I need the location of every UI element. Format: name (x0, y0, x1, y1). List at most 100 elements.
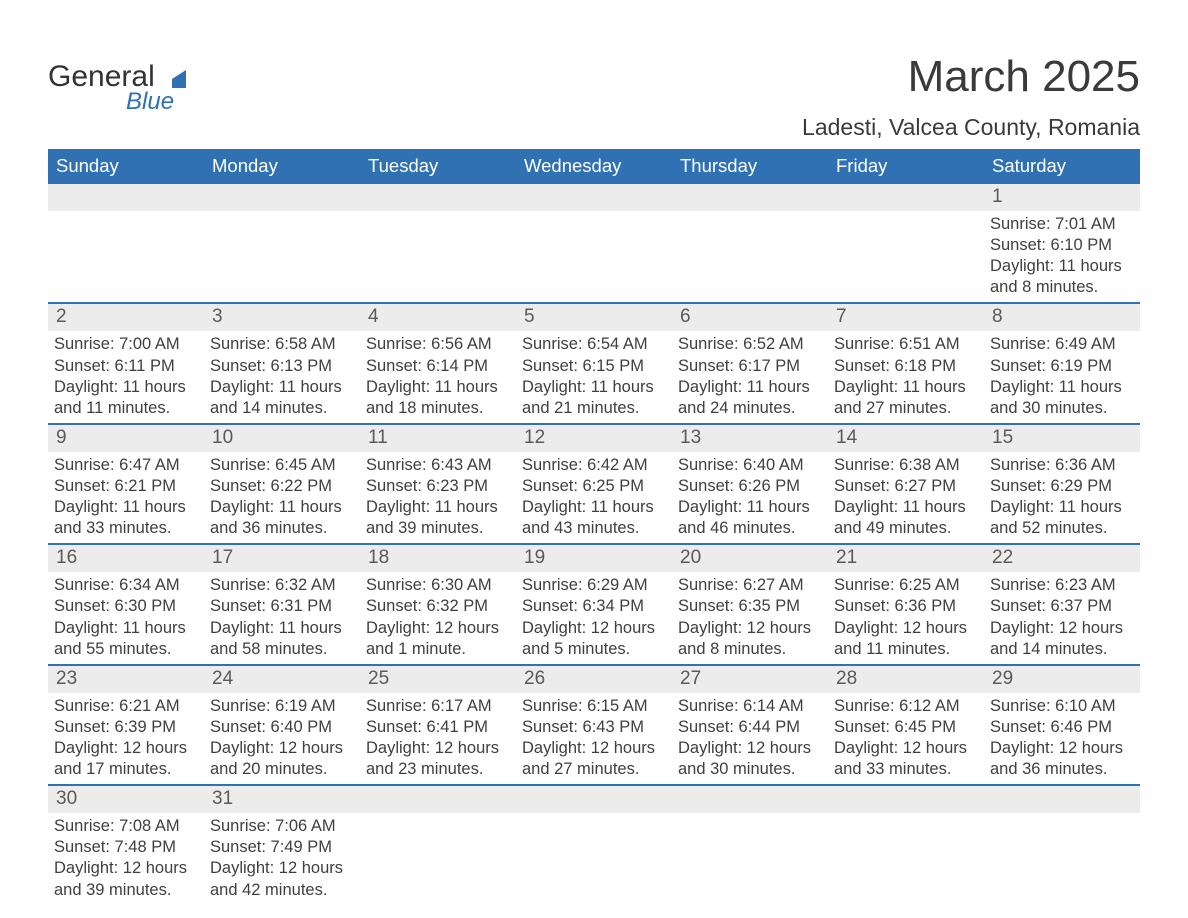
day-number-cell: 19 (516, 545, 672, 572)
sunset-line: Sunset: 6:13 PM (210, 356, 354, 377)
sunset-line: Sunset: 6:45 PM (834, 717, 978, 738)
daylight-line: Daylight: 11 hours and 36 minutes. (210, 497, 354, 539)
sunrise-line: Sunrise: 6:10 AM (990, 696, 1134, 717)
sunset-line: Sunset: 6:35 PM (678, 596, 822, 617)
day-number-cell (828, 786, 984, 813)
sunrise-line: Sunrise: 6:23 AM (990, 575, 1134, 596)
day-number-cell: 28 (828, 666, 984, 693)
day-number-cell: 3 (204, 304, 360, 331)
sunset-line: Sunset: 6:19 PM (990, 356, 1134, 377)
day-number-cell (672, 184, 828, 211)
day-number-cell: 4 (360, 304, 516, 331)
sunset-line: Sunset: 6:21 PM (54, 476, 198, 497)
day-details-cell (516, 813, 672, 904)
daylight-line: Daylight: 11 hours and 11 minutes. (54, 377, 198, 419)
sunrise-line: Sunrise: 6:52 AM (678, 334, 822, 355)
day-number-cell: 30 (48, 786, 204, 813)
daylight-line: Daylight: 12 hours and 39 minutes. (54, 858, 198, 900)
day-number-cell (48, 184, 204, 211)
day-details-cell: Sunrise: 6:54 AMSunset: 6:15 PMDaylight:… (516, 331, 672, 422)
day-details-cell (828, 813, 984, 904)
daylight-line: Daylight: 12 hours and 33 minutes. (834, 738, 978, 780)
sunset-line: Sunset: 6:39 PM (54, 717, 198, 738)
day-details-cell: Sunrise: 6:21 AMSunset: 6:39 PMDaylight:… (48, 693, 204, 784)
daylight-line: Daylight: 12 hours and 1 minute. (366, 618, 510, 660)
day-number-row: 3031 (48, 784, 1140, 813)
daylight-line: Daylight: 12 hours and 27 minutes. (522, 738, 666, 780)
weekday-header-cell: Tuesday (360, 149, 516, 184)
day-details-cell: Sunrise: 6:27 AMSunset: 6:35 PMDaylight:… (672, 572, 828, 663)
day-number-cell (204, 184, 360, 211)
day-number-row: 23242526272829 (48, 664, 1140, 693)
daylight-line: Daylight: 11 hours and 33 minutes. (54, 497, 198, 539)
daylight-line: Daylight: 12 hours and 8 minutes. (678, 618, 822, 660)
day-number-cell: 16 (48, 545, 204, 572)
sunrise-line: Sunrise: 6:56 AM (366, 334, 510, 355)
sunset-line: Sunset: 6:11 PM (54, 356, 198, 377)
day-details-cell: Sunrise: 6:45 AMSunset: 6:22 PMDaylight:… (204, 452, 360, 543)
day-details-cell: Sunrise: 6:12 AMSunset: 6:45 PMDaylight:… (828, 693, 984, 784)
day-details-cell: Sunrise: 6:49 AMSunset: 6:19 PMDaylight:… (984, 331, 1140, 422)
day-details-cell: Sunrise: 6:23 AMSunset: 6:37 PMDaylight:… (984, 572, 1140, 663)
day-number-cell: 12 (516, 425, 672, 452)
day-details-cell: Sunrise: 6:40 AMSunset: 6:26 PMDaylight:… (672, 452, 828, 543)
daylight-line: Daylight: 11 hours and 52 minutes. (990, 497, 1134, 539)
sunrise-line: Sunrise: 6:51 AM (834, 334, 978, 355)
day-details-cell: Sunrise: 6:52 AMSunset: 6:17 PMDaylight:… (672, 331, 828, 422)
sunrise-line: Sunrise: 7:08 AM (54, 816, 198, 837)
weekday-header-cell: Thursday (672, 149, 828, 184)
day-details-cell (672, 813, 828, 904)
daylight-line: Daylight: 11 hours and 55 minutes. (54, 618, 198, 660)
weekday-header-cell: Friday (828, 149, 984, 184)
sunset-line: Sunset: 7:48 PM (54, 837, 198, 858)
sunrise-line: Sunrise: 6:49 AM (990, 334, 1134, 355)
page-subtitle: Ladesti, Valcea County, Romania (802, 114, 1140, 141)
sunrise-line: Sunrise: 6:17 AM (366, 696, 510, 717)
day-number-cell: 15 (984, 425, 1140, 452)
daylight-line: Daylight: 12 hours and 17 minutes. (54, 738, 198, 780)
day-details-row: Sunrise: 7:00 AMSunset: 6:11 PMDaylight:… (48, 331, 1140, 422)
daylight-line: Daylight: 11 hours and 21 minutes. (522, 377, 666, 419)
weekday-header-cell: Saturday (984, 149, 1140, 184)
sunset-line: Sunset: 6:43 PM (522, 717, 666, 738)
day-details-cell: Sunrise: 6:14 AMSunset: 6:44 PMDaylight:… (672, 693, 828, 784)
sunset-line: Sunset: 6:10 PM (990, 235, 1134, 256)
logo: General Blue (48, 60, 186, 116)
day-number-cell (828, 184, 984, 211)
day-details-cell: Sunrise: 6:17 AMSunset: 6:41 PMDaylight:… (360, 693, 516, 784)
day-number-cell: 17 (204, 545, 360, 572)
weekday-header-cell: Monday (204, 149, 360, 184)
daylight-line: Daylight: 11 hours and 43 minutes. (522, 497, 666, 539)
day-details-cell: Sunrise: 6:42 AMSunset: 6:25 PMDaylight:… (516, 452, 672, 543)
weekday-header-row: SundayMondayTuesdayWednesdayThursdayFrid… (48, 149, 1140, 184)
day-number-cell: 10 (204, 425, 360, 452)
calendar: SundayMondayTuesdayWednesdayThursdayFrid… (48, 149, 1140, 905)
day-number-row: 2345678 (48, 302, 1140, 331)
sunrise-line: Sunrise: 6:58 AM (210, 334, 354, 355)
day-number-cell: 20 (672, 545, 828, 572)
day-details-cell (48, 211, 204, 302)
daylight-line: Daylight: 12 hours and 11 minutes. (834, 618, 978, 660)
day-number-cell (984, 786, 1140, 813)
day-number-cell: 8 (984, 304, 1140, 331)
sunrise-line: Sunrise: 7:06 AM (210, 816, 354, 837)
page-container: General Blue March 2025 Ladesti, Valcea … (0, 0, 1188, 918)
sunset-line: Sunset: 6:41 PM (366, 717, 510, 738)
header-row: General Blue March 2025 Ladesti, Valcea … (48, 30, 1140, 141)
daylight-line: Daylight: 11 hours and 30 minutes. (990, 377, 1134, 419)
sunset-line: Sunset: 6:46 PM (990, 717, 1134, 738)
day-details-cell: Sunrise: 6:58 AMSunset: 6:13 PMDaylight:… (204, 331, 360, 422)
sunset-line: Sunset: 7:49 PM (210, 837, 354, 858)
day-number-cell: 18 (360, 545, 516, 572)
day-number-cell: 29 (984, 666, 1140, 693)
daylight-line: Daylight: 11 hours and 27 minutes. (834, 377, 978, 419)
sunset-line: Sunset: 6:27 PM (834, 476, 978, 497)
sunset-line: Sunset: 6:22 PM (210, 476, 354, 497)
daylight-line: Daylight: 11 hours and 39 minutes. (366, 497, 510, 539)
day-number-cell: 26 (516, 666, 672, 693)
day-number-cell: 21 (828, 545, 984, 572)
day-details-row: Sunrise: 6:21 AMSunset: 6:39 PMDaylight:… (48, 693, 1140, 784)
day-details-cell (516, 211, 672, 302)
sunset-line: Sunset: 6:36 PM (834, 596, 978, 617)
day-number-cell: 22 (984, 545, 1140, 572)
